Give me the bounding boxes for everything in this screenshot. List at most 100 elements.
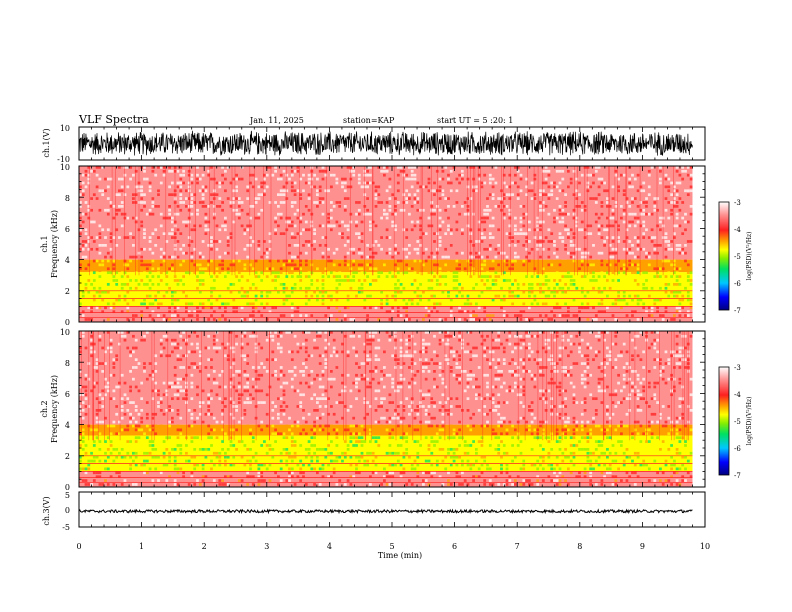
spectrogram-speckle [608,314,612,317]
spectrogram-speckle [243,173,247,177]
spectrogram-speckle [508,275,512,278]
spectrogram-speckle [639,286,643,290]
spectrogram-speckle [109,350,113,354]
spectrogram-speckle [193,224,197,228]
spectrogram-speckle [519,314,523,317]
spectrogram-speckle [628,177,632,181]
spectrogram-speckle [98,459,102,463]
spectrogram-speckle [274,232,277,236]
spectrogram-speckle [530,318,534,321]
spectrogram-speckle [530,197,534,200]
spectrogram-speckle [578,310,581,314]
spectrogram-speckle [575,220,579,224]
spectrogram-speckle [193,193,197,197]
spectrogram-speckle [193,409,197,412]
spectrogram-speckle [438,197,442,200]
spectrogram-speckle [424,247,428,251]
spectrogram-speckle [600,224,604,228]
spectrogram-speckle [645,201,648,204]
spectrogram-speckle [251,310,255,314]
spectrogram-speckle [349,306,353,310]
spectrogram-speckle [290,236,294,239]
spectrogram-speckle [536,302,540,306]
spectrogram-speckle [299,279,303,282]
spectrogram-speckle [140,212,144,216]
spectrogram-speckle [109,346,113,350]
spectrogram-speckle [215,346,219,350]
spectrogram-speckle [614,189,618,193]
spectrogram-speckle [260,279,264,282]
spectrogram-speckle [84,479,88,482]
spectrogram-speckle [332,205,336,208]
spectrogram-speckle [385,166,389,169]
spectrogram-speckle [380,255,383,259]
spectrogram-speckle [293,310,297,314]
spectrogram-speckle [104,440,107,443]
spectrogram-speckle [469,263,473,267]
spectrogram-speckle [444,185,448,189]
spectrogram-speckle [84,342,88,346]
spectrogram-speckle [98,362,102,365]
spectrogram-speckle [343,275,347,278]
spectrogram-speckle [145,350,149,354]
spectrogram-speckle [101,244,105,247]
spectrogram-speckle [134,255,138,259]
spectrogram-speckle [645,232,648,236]
spectrogram-speckle [491,259,495,263]
spectrogram-speckle [226,271,230,275]
spectrogram-speckle [338,220,342,224]
spectrogram-speckle [516,240,520,243]
spectrogram-speckle [118,294,121,298]
spectrogram-speckle [109,232,113,236]
spectrogram-speckle [106,420,110,424]
spectrogram-speckle [235,240,238,243]
spectrogram-speckle [475,302,478,306]
spectrogram-speckle [126,416,130,420]
spectrogram-speckle [385,290,389,294]
ch1-waveform-ylabel: ch.1(V) [42,128,51,157]
spectrogram-speckle [600,212,604,216]
spectrogram-speckle [185,283,188,286]
spectrogram-speckle [81,244,85,247]
spectrogram-speckle [87,181,91,185]
spectrogram-speckle [600,201,604,204]
spectrogram-speckle [288,220,291,224]
spectrogram-speckle [675,205,679,208]
spectrogram-speckle [120,271,124,275]
spectrogram-speckle [302,228,305,232]
spectrogram-speckle [653,247,657,251]
spectrogram-speckle [151,205,155,208]
spectrogram-speckle [302,267,305,271]
spectrogram-speckle [187,197,191,200]
spectrogram-speckle [260,286,264,290]
spectrogram-speckle [95,424,99,428]
spectrogram-speckle [274,279,277,282]
spectrogram-speckle [109,271,113,275]
spectrogram-speckle [129,412,132,416]
spectrogram-speckle [488,232,492,236]
spectrogram-speckle [611,279,615,282]
spectrogram-speckle [123,314,127,317]
spectrogram-speckle [639,306,643,310]
spectrogram-speckle [79,247,82,251]
spectrogram-speckle [399,247,403,251]
spectrogram-speckle [611,212,615,216]
spectrogram-speckle [508,189,512,193]
spectrogram-speckle [438,283,442,286]
spectrogram-speckle [586,279,590,282]
spectrogram-speckle [95,459,99,463]
spectrogram-speckle [433,294,436,298]
spectrogram-speckle [374,166,378,169]
spectrogram-speckle [366,216,369,220]
spectrogram-speckle [522,283,526,286]
spectrogram-speckle [104,236,107,239]
spectrogram-speckle [541,314,545,317]
spectrogram-speckle [123,298,127,302]
spectrogram-speckle [81,181,85,185]
spectrogram-speckle [282,259,286,263]
spectrogram-speckle [447,247,450,251]
spectrogram-speckle [101,405,105,408]
spectrogram-speckle [148,428,152,432]
spectrogram-speckle [193,166,197,169]
spectrogram-speckle [143,236,146,239]
